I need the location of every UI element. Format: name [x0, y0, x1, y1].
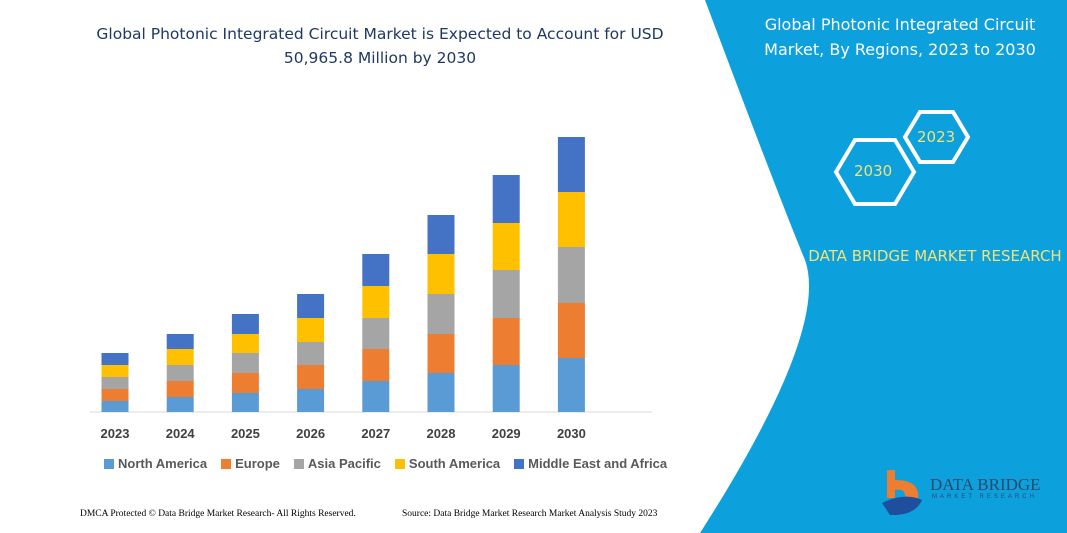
bar-segment-2024-middle-east-and-africa [166, 334, 194, 349]
bar-segment-2024-south-america [166, 349, 194, 365]
legend-swatch [293, 458, 304, 469]
side-panel [700, 0, 1067, 533]
legend-item-south-america: South America [394, 456, 501, 471]
hexagon-2023 [902, 110, 971, 164]
bar-segment-2029-middle-east-and-africa [492, 175, 520, 223]
bar-segment-2024-asia-pacific [166, 365, 194, 381]
bar-segment-2023-south-america [101, 365, 129, 377]
bar-segment-2028-north-america [427, 373, 455, 412]
legend-label: South America [408, 456, 501, 471]
bar-segment-2025-middle-east-and-africa [231, 314, 259, 334]
bar-segment-2023-middle-east-and-africa [101, 353, 129, 365]
footer-source: Source: Data Bridge Market Research Mark… [402, 509, 658, 519]
legend-swatch [514, 458, 525, 469]
legend-item-middle-east-africa: Middle East and Africa [514, 456, 667, 471]
bar-segment-2026-asia-pacific [297, 342, 325, 365]
bar-segment-2025-europe [231, 373, 259, 393]
legend-item-europe: Europe [221, 456, 280, 471]
bar-segment-2029-north-america [492, 365, 520, 412]
legend-label: Europe [235, 456, 280, 471]
bar-segment-2029-europe [492, 318, 520, 365]
bar-segment-2023-asia-pacific [101, 377, 129, 389]
footer-copyright: DMCA Protected © Data Bridge Market Rese… [80, 509, 356, 519]
legend-label: Middle East and Africa [528, 456, 668, 471]
bar-segment-2025-asia-pacific [231, 353, 259, 373]
bar-segment-2026-middle-east-and-africa [297, 294, 325, 318]
brand-text: DATA BRIDGE MARKET RESEARCH [808, 247, 1062, 265]
bar-segment-2027-south-america [362, 286, 390, 318]
bar-segment-2027-europe [362, 349, 390, 381]
x-tick-label: 2030 [557, 426, 586, 441]
bar-segment-2027-middle-east-and-africa [362, 254, 390, 286]
bar-segment-2026-south-america [297, 318, 325, 342]
logo-icon [882, 470, 922, 516]
bar-segment-2028-europe [427, 334, 455, 373]
side-panel-title: Global Photonic Integrated Circuit Marke… [764, 15, 1036, 59]
bar-segment-2024-europe [166, 381, 194, 397]
legend-label: North America [118, 456, 208, 471]
x-tick-label: 2026 [296, 426, 325, 441]
x-tick-label: 2025 [231, 426, 260, 441]
bar-segment-2026-north-america [297, 389, 325, 412]
logo-subtext: MARKET RESEARCH [932, 494, 1037, 500]
chart-plot: 2023 2024 2025 2026 2027 2028 2029 2030 [90, 137, 652, 441]
bar-segment-2029-south-america [492, 223, 520, 270]
bar-segment-2024-north-america [166, 397, 194, 412]
bar-segment-2030-north-america [557, 358, 585, 412]
bar-segment-2023-north-america [101, 401, 129, 412]
x-tick-label: 2027 [361, 426, 390, 441]
bar-segment-2030-middle-east-and-africa [557, 137, 585, 192]
x-tick-label: 2029 [492, 426, 521, 441]
bar-segment-2030-south-america [557, 192, 585, 247]
bar-segment-2029-asia-pacific [492, 270, 520, 318]
legend: North America Europe Asia Pacific South … [104, 456, 667, 471]
bar-segment-2028-south-america [427, 254, 455, 294]
bar-segment-2028-middle-east-and-africa [427, 215, 455, 254]
legend-swatch [221, 458, 232, 469]
legend-label: Asia Pacific [307, 456, 381, 471]
bar-segment-2023-europe [101, 389, 129, 401]
bar-segment-2026-europe [297, 365, 325, 389]
x-tick-label: 2024 [166, 426, 196, 441]
bar-segment-2027-north-america [362, 381, 390, 412]
bar-segment-2028-asia-pacific [427, 294, 455, 334]
legend-item-asia-pacific: Asia Pacific [293, 456, 381, 471]
bar-segment-2030-europe [557, 303, 585, 358]
x-tick-label: 2023 [101, 426, 130, 441]
legend-swatch [394, 458, 405, 469]
hex-label-2023: 2023 [917, 128, 956, 146]
x-tick-label: 2028 [427, 426, 456, 441]
hex-label-2030: 2030 [854, 162, 893, 180]
logo-text: DATA BRIDGE [930, 475, 1041, 494]
bar-segment-2027-asia-pacific [362, 318, 390, 349]
chart-title: Global Photonic Integrated Circuit Marke… [96, 25, 664, 67]
hexagon-2030 [833, 138, 917, 206]
bar-segment-2025-north-america [231, 393, 259, 412]
legend-item-north-america: North America [104, 456, 207, 471]
legend-swatch [104, 458, 114, 469]
bar-segment-2025-south-america [231, 334, 259, 353]
bar-segment-2030-asia-pacific [557, 247, 585, 303]
